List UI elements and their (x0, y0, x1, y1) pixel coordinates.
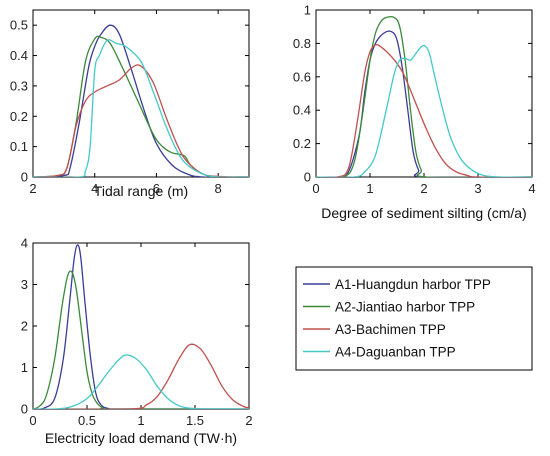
x-tick-label: 0.5 (78, 413, 96, 428)
y-tick-label: 0 (21, 170, 28, 185)
chart-panel-2: 0 1 2 3 4 0 0.2 0.4 0.6 0.8 1 Degree of sediment si… (293, 3, 536, 222)
plot-frame (32, 9, 250, 178)
series-line-a2 (33, 270, 249, 409)
x-tick-label: 1 (366, 181, 373, 196)
y-tick-label: 0.1 (10, 139, 28, 154)
x-tick-label: 0 (312, 181, 319, 196)
x-tick-label: 1 (137, 413, 144, 428)
series-line-a3 (316, 44, 532, 177)
legend-label-a3: A3-Bachimen TPP (335, 322, 446, 337)
legend-label-a4: A4-Daguanban TPP (335, 345, 456, 360)
y-tick-label: 0.3 (10, 78, 28, 93)
x-axis-label: Electricity load demand (TW·h) (45, 430, 237, 446)
series-line-a1 (316, 30, 532, 177)
y-tick-label: 0.8 (293, 36, 311, 51)
chart-panel-1: 2 4 6 8 0 0.1 0.2 0.3 0.4 0.5 Tidal range (m) (10, 9, 250, 199)
y-tick-label: 0.6 (293, 69, 311, 84)
y-tick-label: 0 (21, 402, 28, 417)
x-tick-label: 4 (528, 181, 535, 196)
series-line-a4 (33, 39, 249, 177)
y-tick-label: 0.5 (10, 18, 28, 33)
x-tick-label: 6 (153, 181, 160, 196)
series-line-a4 (33, 354, 249, 409)
y-tick-label: 1 (304, 3, 311, 18)
plot-frame (315, 9, 533, 178)
x-tick-label: 3 (474, 181, 481, 196)
series-line-a3 (33, 64, 249, 177)
legend-box (295, 266, 533, 371)
y-tick-label: 0.4 (10, 48, 28, 63)
legend-label-a2: A2-Jiantiao harbor TPP (335, 300, 475, 315)
y-tick-label: 0.2 (293, 136, 311, 151)
y-tick-label: 1 (21, 360, 28, 375)
y-tick-label: 3 (21, 277, 28, 292)
series-line-a1 (33, 24, 249, 177)
series-line-a2 (33, 35, 249, 177)
x-tick-label: 1.5 (186, 413, 204, 428)
y-tick-label: 0 (304, 170, 311, 185)
x-tick-label: 2 (29, 181, 36, 196)
x-tick-label: 8 (215, 181, 222, 196)
series-line-a1 (33, 244, 249, 409)
x-axis-label: Degree of sediment silting (cm/a) (321, 205, 526, 221)
x-tick-label: 0 (29, 413, 36, 428)
y-tick-label: 0.2 (10, 109, 28, 124)
x-tick-label: 4 (91, 181, 98, 196)
series-line-a4 (316, 44, 532, 177)
x-axis-label: Tidal range (m) (94, 183, 188, 199)
y-tick-label: 0.4 (293, 103, 311, 118)
series-line-a3 (33, 343, 249, 409)
y-tick-label: 2 (21, 319, 28, 334)
y-tick-label: 4 (21, 236, 28, 251)
plot-frame (32, 242, 250, 410)
series-line-a2 (316, 16, 532, 177)
legend-label-a1: A1-Huangdun harbor TPP (335, 277, 491, 292)
x-tick-label: 2 (245, 413, 252, 428)
legend: A1-Huangdun harbor TPP A2-Jiantiao harbor… (295, 266, 533, 371)
x-tick-label: 2 (420, 181, 427, 196)
chart-panel-3: 0 0.5 1 1.5 2 0 1 2 3 4 Electricity load demand (T… (21, 236, 253, 447)
